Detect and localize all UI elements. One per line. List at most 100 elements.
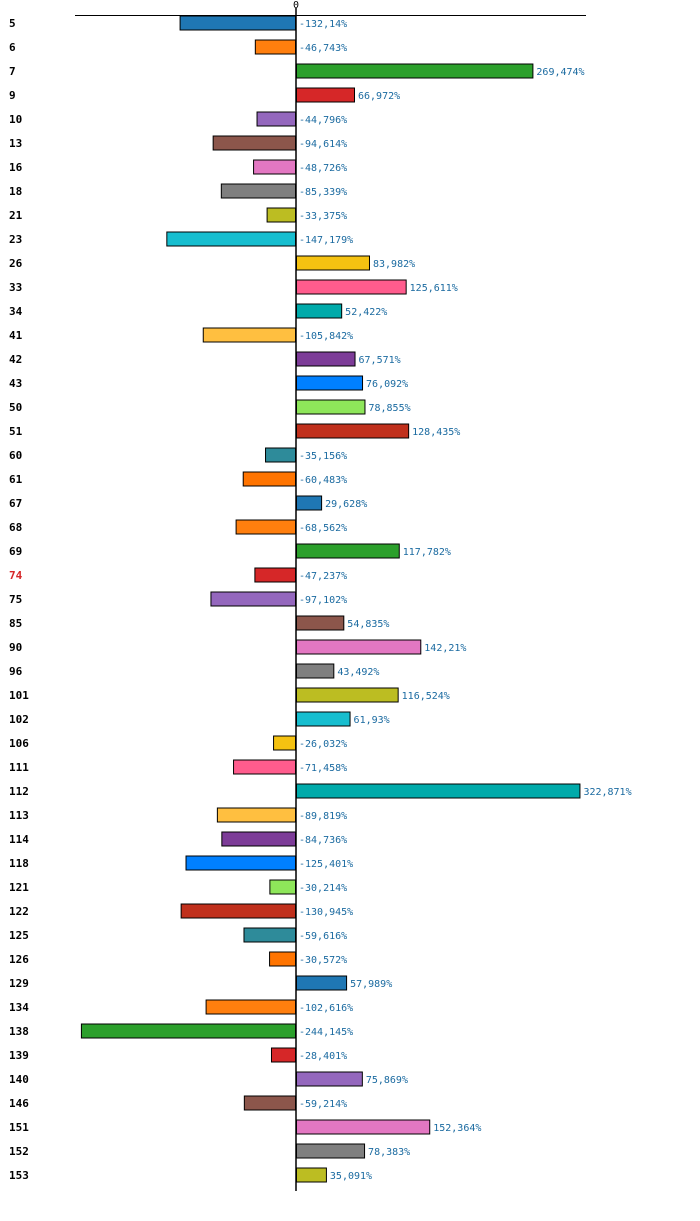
bar-113: [216, 807, 296, 823]
category-label-21: 21: [9, 209, 23, 222]
value-label-26: 83,982%: [373, 259, 415, 270]
value-label-138: -244,145%: [299, 1027, 353, 1038]
bar-61: [242, 471, 296, 487]
category-label-18: 18: [9, 185, 22, 198]
bar-139: [270, 1047, 297, 1063]
value-label-51: 128,435%: [412, 427, 460, 438]
bar-140: [296, 1071, 363, 1087]
bar-106: [273, 735, 296, 751]
bar-50: [296, 399, 366, 415]
category-label-134: 134: [9, 1001, 29, 1014]
category-label-7: 7: [9, 65, 16, 78]
bar-75: [210, 591, 296, 607]
category-label-69: 69: [9, 545, 22, 558]
category-label-42: 42: [9, 353, 22, 366]
bar-126: [269, 951, 297, 967]
value-label-6: -46,743%: [299, 43, 347, 54]
category-label-90: 90: [9, 641, 22, 654]
category-label-122: 122: [9, 905, 29, 918]
category-label-140: 140: [9, 1073, 29, 1086]
category-label-75: 75: [9, 593, 22, 606]
category-label-126: 126: [9, 953, 29, 966]
bar-74: [254, 567, 296, 583]
value-label-121: -30,214%: [299, 883, 347, 894]
category-label-121: 121: [9, 881, 29, 894]
category-label-41: 41: [9, 329, 23, 342]
category-label-67: 67: [9, 497, 22, 510]
bar-153: [296, 1167, 327, 1183]
category-label-61: 61: [9, 473, 23, 486]
category-label-50: 50: [9, 401, 22, 414]
category-label-13: 13: [9, 137, 22, 150]
value-label-114: -84,736%: [299, 835, 347, 846]
category-label-101: 101: [9, 689, 29, 702]
value-label-21: -33,375%: [299, 211, 347, 222]
category-label-151: 151: [9, 1121, 29, 1134]
category-label-9: 9: [9, 89, 16, 102]
value-label-60: -35,156%: [299, 451, 347, 462]
bar-129: [296, 975, 348, 991]
category-label-102: 102: [9, 713, 29, 726]
bar-6: [254, 39, 296, 55]
value-label-50: 78,855%: [368, 403, 410, 414]
category-label-34: 34: [9, 305, 23, 318]
bar-85: [296, 615, 345, 631]
value-label-13: -94,614%: [299, 139, 347, 150]
category-label-60: 60: [9, 449, 22, 462]
value-label-151: 152,364%: [433, 1123, 481, 1134]
bar-125: [243, 927, 296, 943]
zero-tick-label: 0: [293, 0, 299, 11]
bar-121: [269, 879, 297, 895]
bar-43: [296, 375, 364, 391]
value-label-96: 43,492%: [337, 667, 379, 678]
category-label-74: 74: [9, 569, 23, 582]
value-label-111: -71,458%: [299, 763, 347, 774]
value-label-16: -48,726%: [299, 163, 347, 174]
bar-152: [296, 1143, 366, 1159]
value-label-68: -68,562%: [299, 523, 347, 534]
bar-33: [296, 279, 407, 295]
value-label-106: -26,032%: [299, 739, 347, 750]
value-label-134: -102,616%: [299, 1003, 353, 1014]
category-label-152: 152: [9, 1145, 29, 1158]
category-label-85: 85: [9, 617, 22, 630]
bar-67: [296, 495, 323, 511]
category-label-138: 138: [9, 1025, 29, 1038]
value-label-34: 52,422%: [345, 307, 387, 318]
value-label-113: -89,819%: [299, 811, 347, 822]
category-label-23: 23: [9, 233, 22, 246]
bar-134: [205, 999, 296, 1015]
category-label-129: 129: [9, 977, 29, 990]
value-label-18: -85,339%: [299, 187, 347, 198]
value-label-125: -59,616%: [299, 931, 347, 942]
value-label-139: -28,401%: [299, 1051, 347, 1062]
value-label-153: 35,091%: [330, 1171, 372, 1182]
bar-9: [296, 87, 356, 103]
value-label-101: 116,524%: [402, 691, 450, 702]
bar-138: [80, 1023, 297, 1039]
value-label-41: -105,842%: [299, 331, 353, 342]
value-label-140: 75,869%: [366, 1075, 408, 1086]
value-label-146: -59,214%: [299, 1099, 347, 1110]
bar-18: [220, 183, 297, 199]
value-label-74: -47,237%: [299, 571, 347, 582]
value-label-67: 29,628%: [325, 499, 367, 510]
bar-41: [202, 327, 297, 343]
category-label-106: 106: [9, 737, 29, 750]
value-label-23: -147,179%: [299, 235, 353, 246]
value-label-126: -30,572%: [299, 955, 347, 966]
category-label-26: 26: [9, 257, 23, 270]
bar-23: [166, 231, 296, 247]
category-label-96: 96: [9, 665, 23, 678]
category-label-6: 6: [9, 41, 16, 54]
value-label-75: -97,102%: [299, 595, 347, 606]
category-label-146: 146: [9, 1097, 29, 1110]
bar-21: [266, 207, 296, 223]
bar-122: [180, 903, 296, 919]
category-label-114: 114: [9, 833, 29, 846]
value-label-112: 322,871%: [583, 787, 631, 798]
category-label-125: 125: [9, 929, 29, 942]
category-label-51: 51: [9, 425, 23, 438]
bar-7: [296, 63, 534, 79]
